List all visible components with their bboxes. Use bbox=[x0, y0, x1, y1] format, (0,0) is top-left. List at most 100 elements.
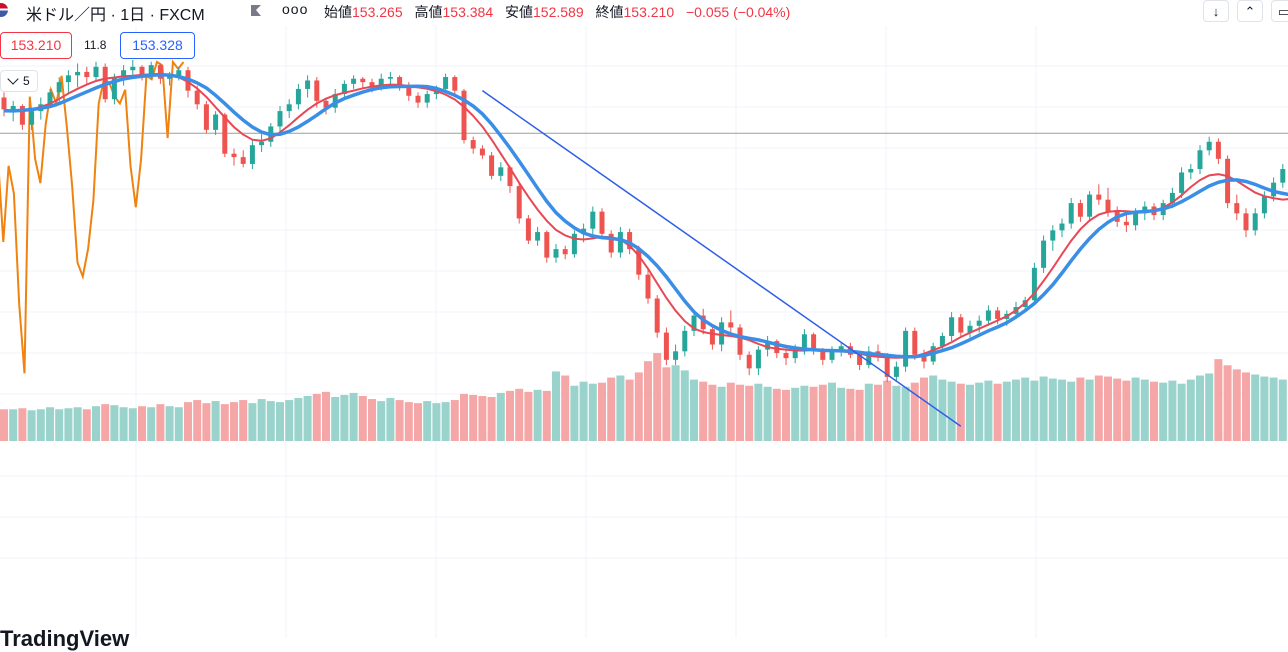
volume-bar bbox=[680, 370, 689, 441]
volume-bar bbox=[312, 393, 321, 441]
candle-body bbox=[1197, 150, 1203, 170]
candle-body bbox=[535, 232, 541, 241]
candle-body bbox=[728, 322, 734, 328]
candle-body bbox=[912, 330, 918, 355]
candle-body bbox=[56, 82, 62, 93]
candle-body bbox=[663, 332, 669, 360]
volume-bar bbox=[791, 387, 800, 441]
candle-body bbox=[452, 77, 458, 91]
candle-body bbox=[93, 66, 99, 78]
volume-bar bbox=[588, 383, 597, 441]
volume-bar bbox=[782, 389, 790, 441]
volume-bar bbox=[874, 384, 882, 441]
candle-body bbox=[893, 366, 899, 377]
volume-bar bbox=[1021, 377, 1030, 441]
candle-body bbox=[249, 145, 255, 164]
volume-bar bbox=[598, 382, 606, 441]
candle-body bbox=[203, 104, 209, 130]
volume-bar bbox=[984, 380, 993, 441]
flag-marker-icon[interactable] bbox=[249, 4, 263, 17]
candle-body bbox=[719, 322, 725, 345]
volume-bar bbox=[910, 382, 919, 441]
candle-body bbox=[341, 83, 347, 95]
candle-body bbox=[976, 320, 982, 326]
volume-bar bbox=[303, 395, 312, 441]
volume-bar bbox=[340, 394, 349, 441]
volume-bar bbox=[699, 381, 708, 441]
candle-body bbox=[498, 167, 504, 176]
candle-body bbox=[636, 249, 642, 275]
low-label: 安値 bbox=[505, 4, 533, 20]
volume-bar bbox=[156, 404, 165, 441]
candle-body bbox=[259, 141, 265, 146]
candle-body bbox=[995, 310, 1001, 319]
down-arrow-button[interactable]: ↓ bbox=[1203, 0, 1229, 22]
volume-bar bbox=[818, 384, 827, 441]
collapse-button[interactable]: ⌃ bbox=[1237, 0, 1263, 22]
volume-bar bbox=[1260, 376, 1269, 441]
candle-body bbox=[305, 80, 311, 89]
volume-bar bbox=[368, 399, 376, 441]
candle-body bbox=[1, 97, 7, 110]
volume-bar bbox=[386, 398, 395, 441]
price-chart[interactable] bbox=[0, 0, 1288, 638]
volume-bar bbox=[929, 375, 938, 441]
candle-body bbox=[167, 75, 173, 79]
volume-bar bbox=[736, 384, 744, 441]
volume-bar bbox=[1085, 379, 1094, 441]
window-button[interactable]: ▭ bbox=[1271, 0, 1288, 22]
more-dots-icon[interactable]: ooo bbox=[282, 1, 309, 17]
candle-body bbox=[1096, 194, 1102, 200]
candle-body bbox=[1133, 213, 1139, 226]
volume-bar bbox=[883, 380, 892, 441]
volume-bar bbox=[745, 385, 754, 441]
volume-bar bbox=[1242, 372, 1250, 441]
candle-body bbox=[884, 356, 890, 377]
volume-bar bbox=[1177, 383, 1186, 441]
high-label: 高値 bbox=[414, 4, 443, 20]
volume-bar bbox=[515, 388, 524, 441]
candle-body bbox=[19, 106, 25, 125]
volume-bar bbox=[9, 409, 18, 441]
volume-bar bbox=[395, 400, 404, 441]
volume-bar bbox=[285, 400, 294, 441]
legend-collapse-toggle[interactable]: 5 bbox=[0, 70, 38, 92]
volume-bar bbox=[809, 386, 818, 441]
symbol-title[interactable]: 米ドル／円 · 1日 · FXCM bbox=[26, 7, 205, 24]
candle-body bbox=[1105, 199, 1111, 212]
moving-average-badge[interactable]: 153.328 bbox=[120, 32, 195, 59]
volume-bar bbox=[653, 353, 662, 441]
volume-bar bbox=[975, 382, 984, 441]
volume-bar bbox=[644, 361, 652, 441]
volume-bar bbox=[174, 407, 183, 441]
candle-body bbox=[369, 82, 375, 88]
candle-body bbox=[599, 211, 605, 234]
volume-bar bbox=[1094, 375, 1103, 441]
candle-body bbox=[691, 315, 697, 331]
candle-body bbox=[838, 346, 844, 352]
candle-body bbox=[553, 249, 559, 258]
volume-bar bbox=[1131, 377, 1140, 441]
volume-bar bbox=[901, 386, 910, 441]
candle-body bbox=[903, 330, 909, 367]
close-price-badge[interactable]: 153.210 bbox=[0, 32, 72, 59]
volume-bar bbox=[1076, 377, 1085, 441]
candle-body bbox=[939, 336, 945, 347]
volume-bar bbox=[542, 390, 551, 441]
volume-bar bbox=[496, 392, 505, 441]
volume-bar bbox=[18, 408, 27, 441]
volume-bar bbox=[634, 372, 643, 441]
volume-bar bbox=[331, 397, 340, 441]
volume-bar bbox=[1104, 376, 1112, 441]
volume-bar bbox=[1205, 373, 1214, 441]
volume-bar bbox=[27, 410, 36, 441]
candle-body bbox=[176, 70, 182, 76]
candle-body bbox=[332, 94, 338, 108]
close-value: 153.210 bbox=[623, 4, 675, 20]
candle-body bbox=[111, 77, 117, 100]
volume-bar bbox=[938, 379, 947, 441]
candle-body bbox=[29, 111, 35, 125]
volume-bar bbox=[138, 406, 146, 441]
volume-bar bbox=[966, 384, 974, 441]
candle-body bbox=[121, 70, 127, 78]
